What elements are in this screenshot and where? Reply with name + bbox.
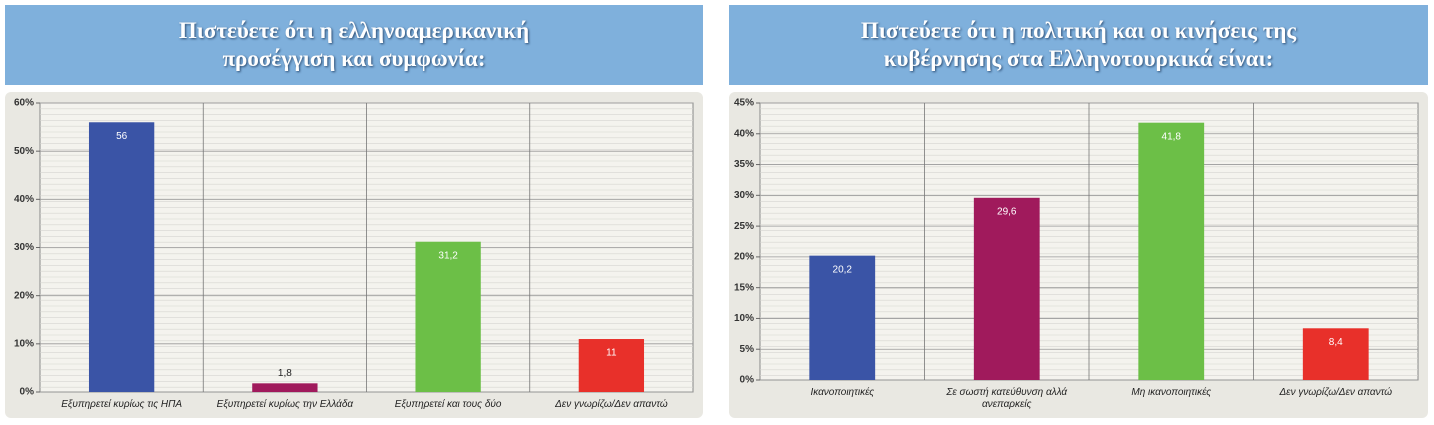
y-tick-label: 5% (740, 344, 755, 355)
value-label: 8,4 (1329, 337, 1343, 348)
bar (88, 122, 155, 393)
x-tick-label: Δεν γνωρίζω/Δεν απαντώ (1279, 387, 1393, 398)
x-tick-label: Σε σωστή κατεύθυνση αλλά ανεπαρκείς (946, 387, 1068, 410)
value-label: 11 (606, 348, 617, 359)
x-tick-label: Εξυπηρετεί κυρίως τις ΗΠΑ (61, 399, 182, 410)
value-label: 56 (116, 131, 128, 142)
x-label-box: Μη ικανοποιητικές (1131, 387, 1212, 398)
chart-title-box: Πιστεύετε ότι η ελληνοαμερικανική προσέγ… (5, 5, 703, 85)
value-label: 1,8 (278, 368, 292, 379)
y-tick-label: 30% (14, 242, 34, 253)
chart-title-box: Πιστεύετε ότι η πολιτική και οι κινήσεις… (729, 5, 1428, 85)
bar (809, 255, 876, 380)
value-label: 31,2 (438, 250, 458, 261)
bar (973, 197, 1040, 380)
y-tick-label: 30% (734, 190, 754, 201)
bar (415, 241, 481, 392)
x-label-box: Σε σωστή κατεύθυνση αλλά ανεπαρκείς (946, 387, 1068, 410)
y-tick-label: 40% (14, 194, 34, 205)
value-label: 20,2 (833, 264, 853, 275)
x-tick-label: Δεν γνωρίζω/Δεν απαντώ (555, 399, 668, 410)
y-tick-label: 40% (734, 128, 754, 139)
y-tick-label: 50% (14, 146, 34, 157)
x-tick-label: Εξυπηρετεί και τους δύο (394, 399, 502, 410)
value-label: 29,6 (997, 206, 1017, 217)
x-label-box: Δεν γνωρίζω/Δεν απαντώ (555, 399, 668, 410)
y-tick-label: 0% (20, 387, 35, 398)
y-tick-label: 25% (734, 221, 754, 232)
bar (252, 383, 318, 392)
y-tick-label: 15% (734, 282, 754, 293)
x-tick-label: Μη ικανοποιητικές (1131, 387, 1212, 398)
y-tick-label: 10% (14, 338, 34, 349)
bar (1138, 122, 1205, 380)
x-label-box: Ικανοποιητικές (810, 387, 875, 398)
y-tick-label: 35% (734, 159, 754, 170)
x-tick-label: Εξυπηρετεί κυρίως την Ελλάδα (216, 399, 354, 410)
x-label-box: Εξυπηρετεί και τους δύο (394, 399, 502, 410)
value-label: 41,8 (1162, 131, 1182, 142)
chart-title: Πιστεύετε ότι η πολιτική και οι κινήσεις… (860, 18, 1297, 71)
x-label-box: Εξυπηρετεί κυρίως τις ΗΠΑ (61, 399, 182, 410)
bar (578, 339, 645, 392)
y-tick-label: 60% (14, 98, 34, 109)
y-tick-label: 45% (734, 98, 754, 109)
y-tick-label: 20% (14, 290, 34, 301)
x-label-box: Δεν γνωρίζω/Δεν απαντώ (1279, 387, 1393, 398)
y-tick-label: 10% (734, 313, 754, 324)
y-tick-label: 20% (734, 252, 754, 263)
x-tick-label: Ικανοποιητικές (810, 387, 875, 398)
y-tick-label: 0% (740, 375, 755, 386)
bar (1302, 328, 1369, 380)
chart-title: Πιστεύετε ότι η ελληνοαμερικανική προσέγ… (178, 18, 530, 71)
x-label-box: Εξυπηρετεί κυρίως την Ελλάδα (216, 399, 354, 410)
